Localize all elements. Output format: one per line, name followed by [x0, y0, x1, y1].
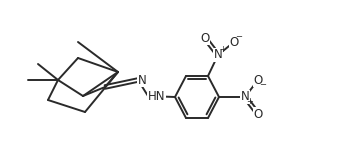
- Text: −: −: [260, 81, 266, 89]
- Text: O: O: [229, 35, 239, 49]
- Text: HN: HN: [148, 89, 166, 103]
- Text: O: O: [253, 73, 263, 87]
- Text: +: +: [247, 97, 253, 106]
- Text: −: −: [236, 32, 242, 41]
- Text: N: N: [138, 73, 147, 87]
- Text: N: N: [241, 90, 249, 103]
- Text: O: O: [253, 108, 263, 121]
- Text: O: O: [200, 32, 210, 44]
- Text: N: N: [214, 49, 222, 62]
- Text: +: +: [220, 46, 226, 54]
